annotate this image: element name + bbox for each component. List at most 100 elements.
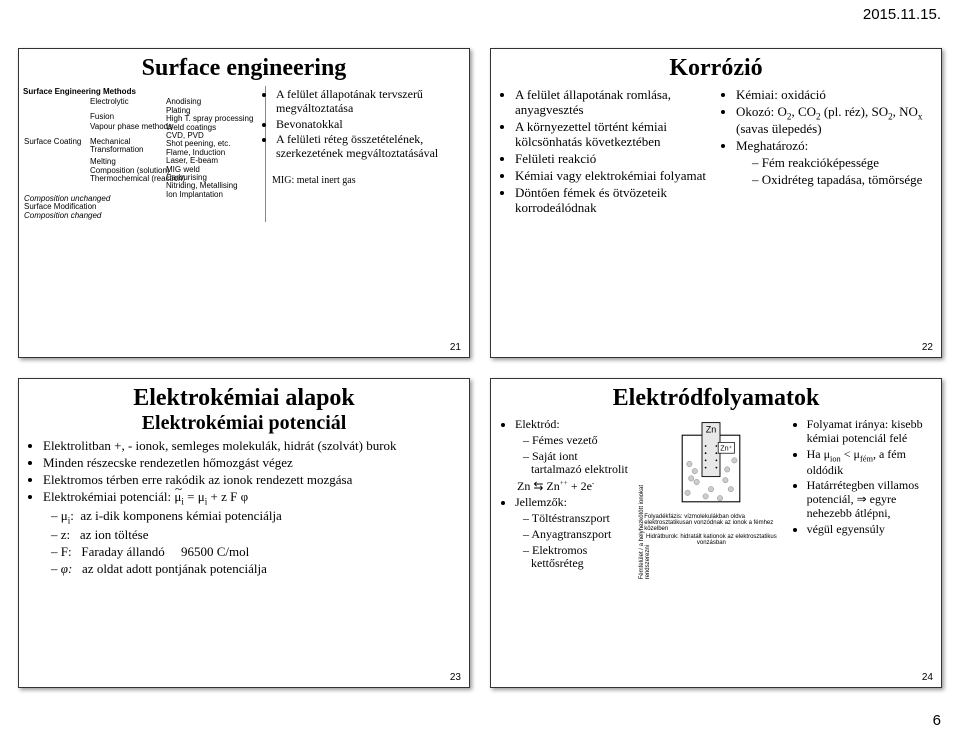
slide23-title-b: Elektrokémiai potenciál	[19, 412, 469, 435]
methods-tree: Surface Engineering Methods Surface Coat…	[19, 86, 266, 222]
s24-h1: Elektród:	[515, 418, 630, 432]
s4a: φ:	[61, 561, 73, 576]
s22-r-0: Kémiai: oxidáció	[736, 88, 931, 103]
s22-r-sub-1: Oxidréteg tapadása, tömörsége	[760, 173, 931, 188]
s21-note-0: A felület állapotának tervszerű megválto…	[276, 88, 462, 116]
s23-s1: μi: az i-dik komponens kémiai potenciálj…	[59, 509, 459, 526]
ok-c: (pl. réz), SO	[821, 104, 889, 119]
tree-c3-11: Ion Implantation	[166, 191, 256, 199]
s22-l-3: Kémiai vagy elektrokémiai folyamat	[515, 169, 710, 184]
ok-a: Okozó: O	[736, 104, 787, 119]
s1c: az i-dik komponens kémiai potenciálja	[80, 508, 281, 523]
tree-c1-3: Composition changed	[24, 212, 88, 220]
ha-s2: fém	[860, 454, 873, 463]
s24-h2: Jellemzők:	[515, 496, 630, 510]
ok-sx: x	[918, 112, 923, 122]
b4a: Elektrokémiai potenciál:	[43, 489, 174, 504]
s24-eq: Zn ⇆ Zn++ + 2e-	[517, 479, 630, 494]
cap-bot: Hidrátburok: hidratált kationok az elekt…	[642, 532, 780, 546]
zn-label: Zn	[706, 425, 717, 435]
tree-c2-4: Transformation	[90, 146, 164, 154]
s3b: Faraday állandó	[81, 544, 164, 559]
s22-r-sub-0: Fém reakcióképessége	[760, 156, 931, 171]
s24-l1-0: Fémes vezető	[531, 434, 630, 448]
tree-c2-2: Vapour phase methods	[90, 123, 164, 131]
svg-text:Zn⁺: Zn⁺	[721, 444, 733, 453]
s24-l2-0: Töltéstranszport	[531, 512, 630, 526]
slide-24: Elektródfolyamatok Elektród: Fémes vezet…	[490, 378, 942, 688]
slide24-diagram: Zn Zn⁺	[636, 416, 786, 573]
beaker-icon: Zn Zn⁺	[675, 418, 747, 510]
header-date: 2015.11.15.	[863, 6, 941, 23]
s3a: F:	[61, 544, 72, 559]
s22-l-1: A környezettel történt kémiai kölcsönhat…	[515, 120, 710, 150]
tree-c2-1: Fusion	[90, 113, 164, 121]
s23-b3: Elektromos térben erre rakódik az ionok …	[43, 473, 459, 488]
cap-left: Fémfelület / a helyhezkötött ionokat ren…	[639, 469, 651, 579]
s24-r-t0: Határrétegben villamos potenciál, ⇒ egyr…	[807, 479, 931, 520]
s1b: :	[70, 508, 74, 523]
s22-r-okozo: Okozó: O2, CO2 (pl. réz), SO2, NOx (sava…	[736, 105, 931, 137]
eqs2: -	[592, 479, 594, 487]
s22-l-0: A felület állapotának romlása, anyagvesz…	[515, 88, 710, 118]
slide24-num: 24	[922, 672, 933, 683]
ha-a: Ha μ	[807, 447, 830, 461]
slide24-right: Folyamat iránya: kisebb kémiai potenciál…	[787, 416, 937, 573]
s21-note-2: A felületi réteg összetételének, szerkez…	[276, 133, 462, 161]
slide24-title: Elektródfolyamatok	[491, 385, 941, 412]
slide23-num: 23	[450, 672, 461, 683]
s24-l2-2: Elektromos kettősréteg	[531, 544, 630, 572]
ha-s1: ion	[830, 454, 841, 463]
s24-l1-1: Saját iont tartalmazó elektrolit	[531, 450, 630, 478]
s2a: z:	[61, 527, 70, 542]
slide-grid: Surface engineering Surface Engineering …	[18, 48, 942, 688]
s24-r-0: Folyamat iránya: kisebb kémiai potenciál…	[807, 418, 931, 446]
s4b: az oldat adott pontjának potenciálja	[82, 561, 267, 576]
b4c: + z F φ	[207, 489, 248, 504]
s22-r-meg: Meghatározó:	[736, 139, 931, 154]
slide22-title: Korrózió	[491, 55, 941, 82]
s2b: az ion töltése	[80, 527, 149, 542]
s22-l-4: Döntően fémek és ötvözeteik korrodeálódn…	[515, 186, 710, 216]
eqb: + 2e	[568, 479, 592, 493]
b4b: = μ	[184, 489, 205, 504]
s24-r-t1: végül egyensúly	[807, 523, 931, 537]
slide-21: Surface engineering Surface Engineering …	[18, 48, 470, 358]
slide-23: Elektrokémiai alapok Elektrokémiai poten…	[18, 378, 470, 688]
s23-b2: Minden részecske rendezetlen hőmozgást v…	[43, 456, 459, 471]
eqs1: ++	[560, 479, 568, 487]
s23-b4: Elektrokémiai potenciál: ~μi = μi + z F …	[43, 490, 459, 507]
s24-l2-1: Anyagtranszport	[531, 528, 630, 542]
s24-r-ha: Ha μion < μfém, a fém oldódik	[807, 448, 931, 478]
slide22-left: A felület állapotának romlása, anyagvesz…	[495, 86, 716, 218]
ok-b: , CO	[791, 104, 816, 119]
slide21-notes: A felület állapotának tervszerű megválto…	[266, 86, 468, 222]
tree-c1-0: Surface Coating	[24, 138, 88, 146]
slide23-title-a: Elektrokémiai alapok	[19, 385, 469, 412]
tree-header: Surface Engineering Methods	[23, 88, 263, 96]
s23-s3: F: Faraday állandó 96500 C/mol	[59, 545, 459, 560]
ok-d: , NO	[893, 104, 918, 119]
slide24-left: Elektród: Fémes vezető Saját iont tartal…	[495, 416, 636, 573]
ok-e: (savas ülepedés)	[736, 121, 822, 136]
s23-s2: z: az ion töltése	[59, 528, 459, 543]
slide-22: Korrózió A felület állapotának romlása, …	[490, 48, 942, 358]
tree-c2-0: Electrolytic	[90, 98, 164, 106]
s3c: 96500 C/mol	[181, 544, 249, 559]
page-number: 6	[933, 712, 941, 729]
slide21-title: Surface engineering	[19, 55, 469, 82]
slide21-body: Surface Engineering Methods Surface Coat…	[19, 86, 469, 222]
slide22-right: Kémiai: oxidáció Okozó: O2, CO2 (pl. réz…	[716, 86, 937, 218]
ha-b: < μ	[841, 447, 860, 461]
cap-top-r: Folyadékfázis: vízmolekulákban oldva ele…	[642, 514, 780, 532]
s21-note-1: Bevonatokkal	[276, 118, 462, 132]
s1a: μ	[61, 508, 68, 523]
eqa: Zn ⇆ Zn	[517, 479, 560, 493]
slide21-num: 21	[450, 342, 461, 353]
s22-l-2: Felületi reakció	[515, 152, 710, 167]
s23-s4: φ: az oldat adott pontjának potenciálja	[59, 562, 459, 577]
s23-b1: Elektrolitban +, - ionok, semleges molek…	[43, 439, 459, 454]
slide22-num: 22	[922, 342, 933, 353]
mig-note: MIG: metal inert gas	[272, 175, 462, 187]
tree-c2-7: Thermochemical (reaction)	[90, 175, 164, 183]
